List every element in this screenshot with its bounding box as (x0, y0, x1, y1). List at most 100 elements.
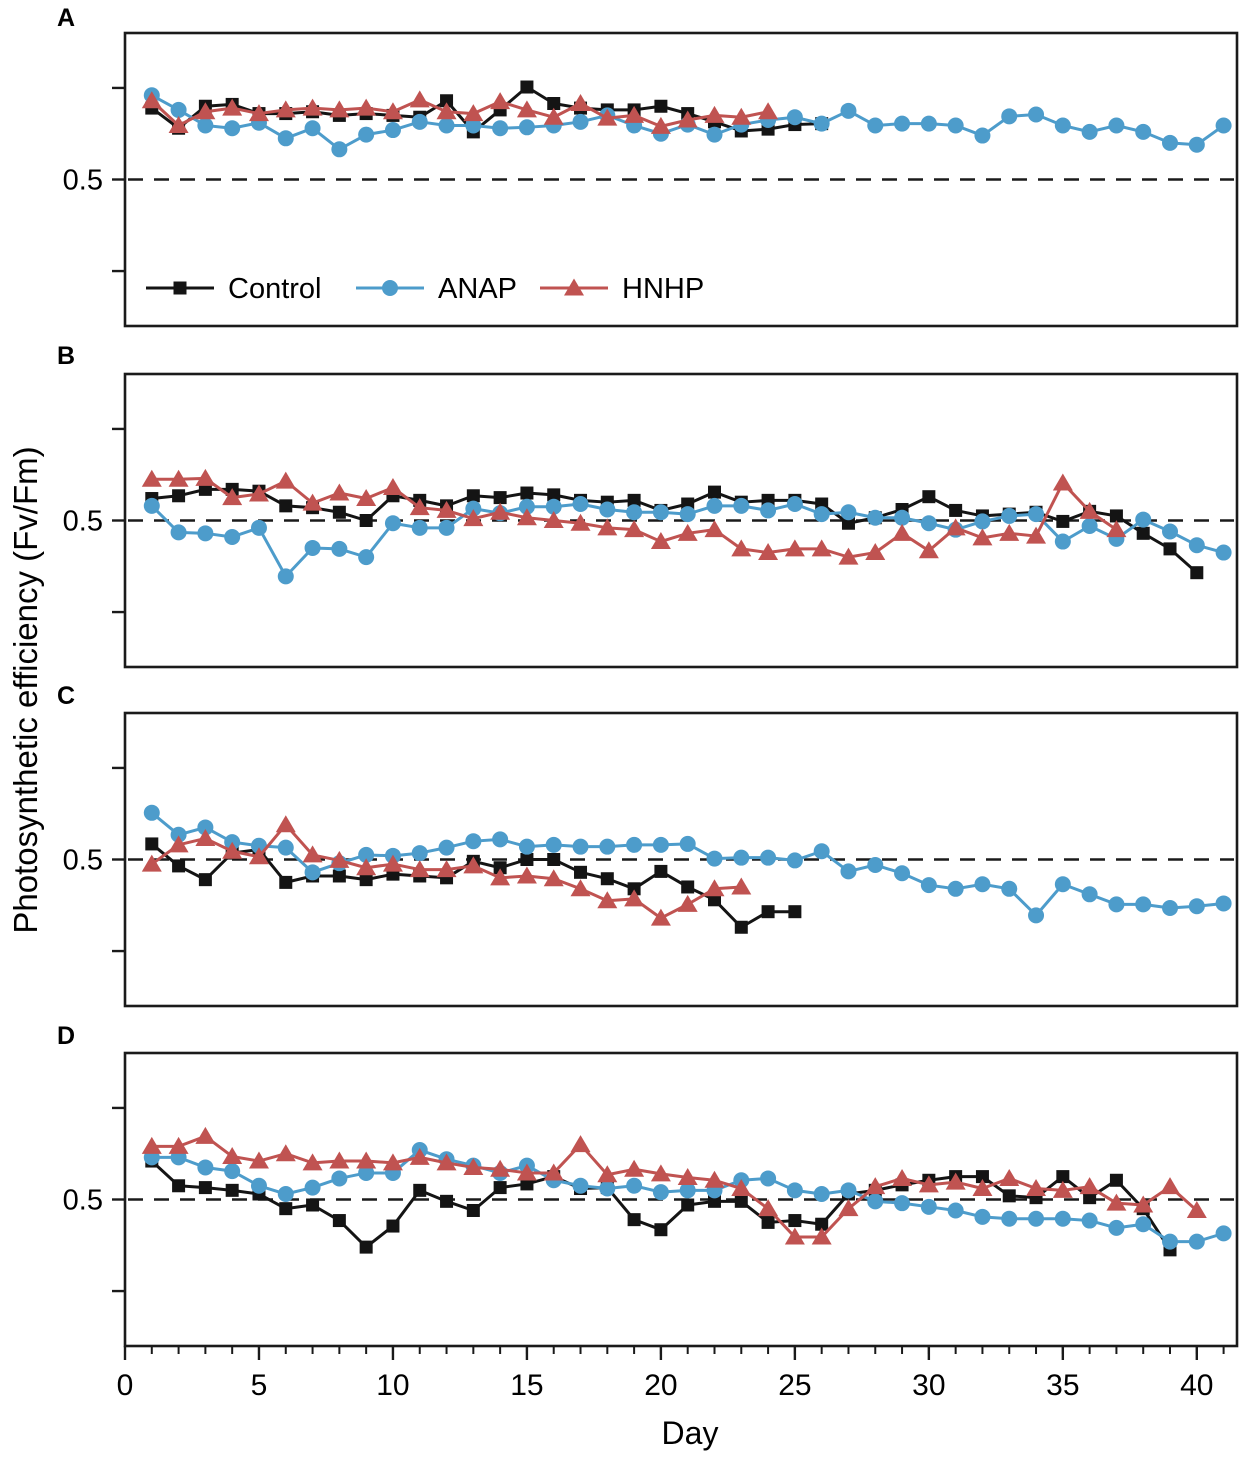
legend-marker-control (173, 281, 187, 295)
y-tick-label: 0.5 (63, 506, 103, 538)
data-point-anap (947, 1202, 964, 1219)
series-anap (143, 804, 1232, 924)
x-tick-label: 5 (251, 1369, 268, 1402)
data-point-anap (652, 1184, 669, 1201)
data-point-control (306, 1198, 320, 1212)
data-point-hnhp (650, 908, 671, 926)
data-point-anap (304, 864, 321, 881)
data-point-hnhp (409, 860, 430, 878)
data-point-hnhp (168, 115, 189, 133)
data-point-hnhp (543, 1163, 564, 1181)
series-hnhp (141, 815, 752, 926)
data-point-anap (1001, 1210, 1018, 1227)
data-point-hnhp (999, 1168, 1020, 1186)
series-hnhp (141, 468, 1127, 565)
data-point-hnhp (463, 856, 484, 874)
panel-D: 0.5 0 5 10 15 20 25 30 35 40 (63, 1051, 1239, 1402)
data-point-control (627, 1213, 641, 1227)
legend-marker-hnhp (564, 278, 584, 296)
data-point-anap (518, 838, 535, 855)
data-point-hnhp (597, 891, 618, 909)
data-point-anap (358, 549, 375, 566)
data-point-control (1109, 509, 1123, 523)
data-point-hnhp (1133, 1195, 1154, 1213)
data-point-anap (1108, 117, 1125, 134)
series-anap (143, 1142, 1232, 1250)
data-point-hnhp (543, 511, 564, 528)
data-point-anap (572, 838, 589, 855)
data-point-anap (920, 115, 937, 132)
data-point-anap (760, 1170, 777, 1187)
data-point-anap (1162, 900, 1179, 917)
data-point-anap (1215, 544, 1232, 561)
data-point-anap (572, 496, 589, 513)
data-point-anap (894, 115, 911, 132)
data-point-anap (1188, 898, 1205, 915)
data-point-anap (277, 839, 294, 856)
data-point-hnhp (704, 105, 725, 123)
data-point-control (386, 1219, 400, 1233)
data-point-anap (894, 1195, 911, 1212)
data-point-hnhp (275, 815, 296, 833)
data-point-anap (1135, 511, 1152, 528)
data-point-control (466, 489, 480, 503)
data-point-control (600, 872, 614, 886)
data-point-anap (974, 513, 991, 530)
data-point-hnhp (490, 1159, 511, 1177)
data-point-anap (545, 836, 562, 853)
data-point-anap (894, 509, 911, 526)
data-point-anap (1054, 876, 1071, 893)
data-point-hnhp (731, 539, 752, 557)
x-axis-title: Day (661, 1415, 719, 1451)
data-point-control (547, 488, 561, 502)
data-point-anap (224, 528, 241, 545)
data-point-anap (1054, 533, 1071, 550)
data-point-anap (706, 126, 723, 143)
data-point-hnhp (1160, 1177, 1181, 1195)
data-point-hnhp (1052, 1180, 1073, 1198)
data-point-hnhp (490, 92, 511, 110)
x-tick-label: 0 (117, 1369, 134, 1402)
data-point-hnhp (677, 523, 698, 541)
data-point-hnhp (195, 468, 216, 486)
data-point-anap (331, 540, 348, 557)
y-axis-title: Photosynthetic efficiency (Fv/Fm) (7, 446, 44, 934)
data-point-hnhp (382, 1153, 403, 1171)
data-point-anap (465, 500, 482, 517)
data-point-control (761, 905, 775, 919)
data-point-hnhp (302, 493, 323, 511)
data-point-control (440, 1194, 454, 1208)
data-point-hnhp (329, 1151, 350, 1169)
panel-border (123, 31, 1239, 328)
data-point-anap (920, 515, 937, 532)
data-point-anap (679, 1182, 696, 1199)
data-point-hnhp (624, 1159, 645, 1177)
data-point-anap (277, 1186, 294, 1203)
data-point-anap (572, 1177, 589, 1194)
panel-B: 0.5 (63, 372, 1239, 669)
data-point-hnhp (597, 108, 618, 126)
data-point-hnhp (758, 1199, 779, 1217)
data-point-hnhp (382, 478, 403, 496)
data-point-control (1083, 1191, 1097, 1205)
data-point-anap (331, 1170, 348, 1187)
data-point-hnhp (918, 1175, 939, 1193)
x-tick-label: 15 (510, 1369, 543, 1402)
data-point-hnhp (1079, 501, 1100, 519)
data-point-hnhp (382, 854, 403, 872)
data-point-hnhp (650, 116, 671, 134)
data-point-hnhp (865, 1177, 886, 1195)
data-point-anap (1081, 517, 1098, 534)
data-point-hnhp (436, 500, 457, 518)
data-point-anap (626, 1177, 643, 1194)
data-point-anap (1054, 117, 1071, 134)
data-point-anap (250, 1177, 267, 1194)
data-point-control (359, 514, 373, 527)
data-point-anap (438, 117, 455, 134)
data-point-anap (143, 497, 160, 514)
data-point-anap (1028, 907, 1045, 924)
data-point-anap (1135, 896, 1152, 913)
data-point-hnhp (275, 100, 296, 118)
data-point-anap (1081, 886, 1098, 903)
